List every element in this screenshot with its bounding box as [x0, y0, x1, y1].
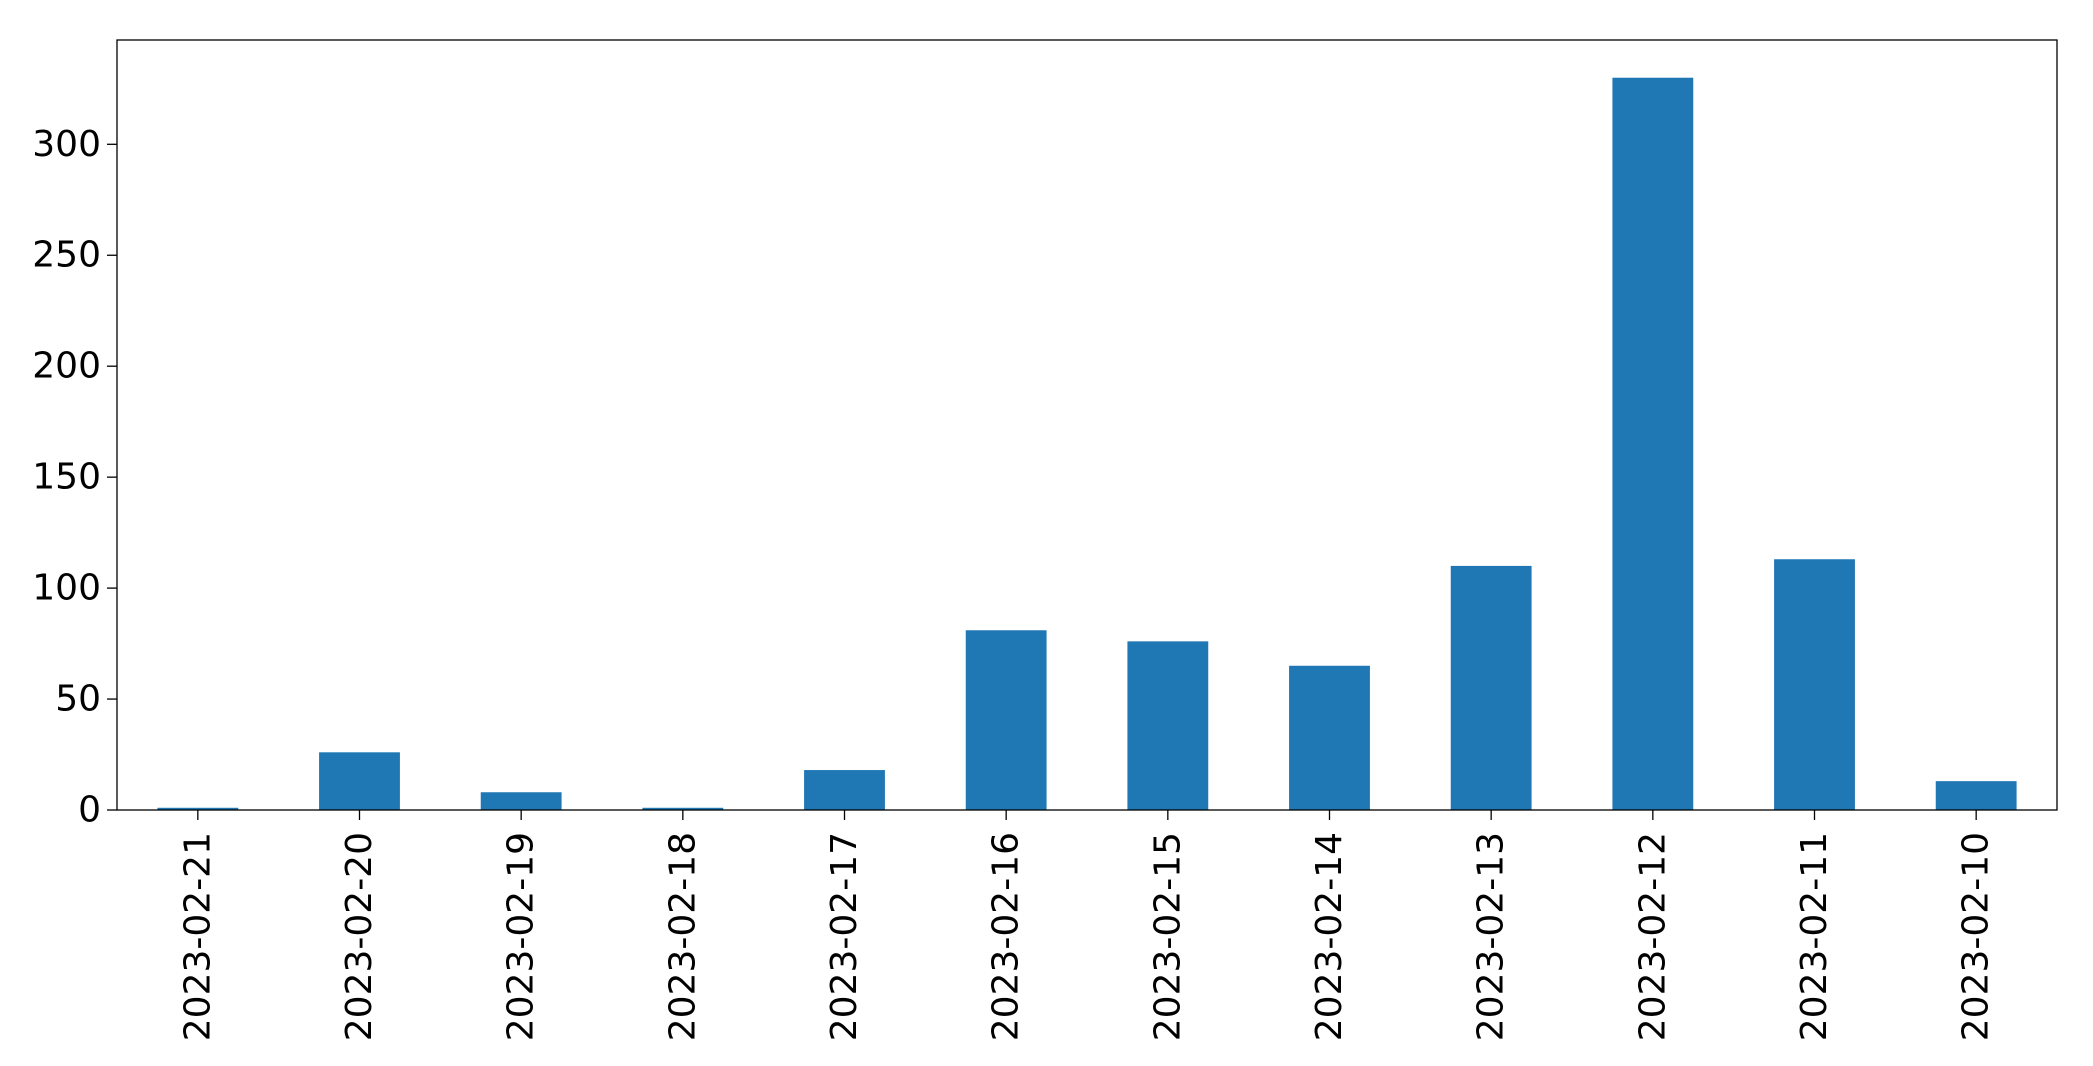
y-tick-label: 200 [32, 346, 101, 387]
x-tick-label: 2023-02-10 [1956, 832, 1997, 1041]
x-tick-label: 2023-02-21 [177, 832, 218, 1041]
y-tick-label: 100 [32, 568, 101, 609]
plot-frame [116, 39, 2058, 811]
y-tick-label: 150 [32, 457, 101, 498]
x-tick-label: 2023-02-16 [986, 832, 1027, 1041]
bar-2023-02-14 [1289, 665, 1370, 810]
bar-2023-02-11 [1774, 559, 1855, 810]
bar-2023-02-21 [157, 807, 239, 810]
x-axis: 2023-02-21 2023-02-20 2023-02-19 2023-02-18… [177, 810, 1997, 1041]
bar-2023-02-16 [965, 630, 1047, 810]
y-tick-label: 250 [32, 235, 101, 276]
y-axis: 0 50 100 150 200 250 300 [32, 124, 117, 831]
bar-2023-02-19 [480, 792, 562, 810]
bar-2023-02-10 [1935, 781, 2017, 810]
bar-2023-02-18 [642, 807, 724, 810]
x-tick-label: 2023-02-15 [1147, 832, 1188, 1041]
x-tick-label: 2023-02-19 [501, 832, 542, 1041]
x-tick-label: 2023-02-20 [339, 832, 380, 1041]
bars-group [157, 77, 2017, 811]
x-tick-label: 2023-02-18 [662, 832, 703, 1041]
y-tick-label: 300 [32, 124, 101, 165]
x-tick-label: 2023-02-17 [824, 832, 865, 1041]
x-tick-label: 2023-02-11 [1794, 832, 1835, 1041]
x-tick-label: 2023-02-12 [1632, 832, 1673, 1041]
y-tick-label: 50 [55, 679, 101, 720]
y-tick-label: 0 [78, 790, 101, 831]
bar-2023-02-13 [1450, 565, 1532, 810]
x-tick-label: 2023-02-13 [1471, 832, 1512, 1041]
bar-2023-02-17 [804, 770, 885, 810]
bar-2023-02-15 [1127, 641, 1209, 810]
x-tick-label: 2023-02-14 [1309, 832, 1350, 1041]
bar-2023-02-20 [319, 752, 400, 810]
bar-2023-02-12 [1612, 77, 1694, 811]
